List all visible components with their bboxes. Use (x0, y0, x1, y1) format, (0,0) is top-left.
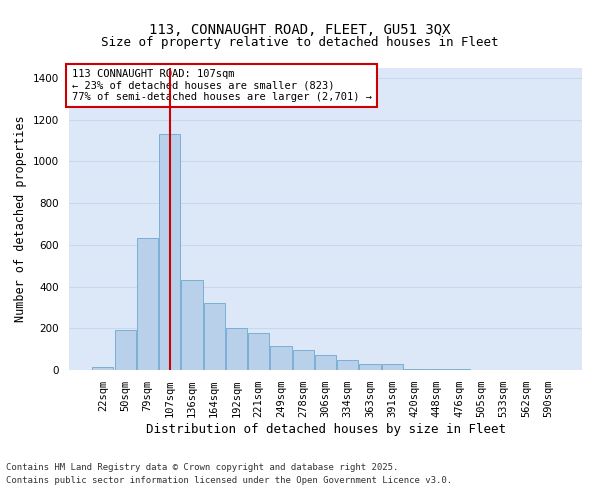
Bar (181, 280, 203, 370)
Bar (293, 350, 314, 370)
Text: 113 CONNAUGHT ROAD: 107sqm
← 23% of detached houses are smaller (823)
77% of sem: 113 CONNAUGHT ROAD: 107sqm ← 23% of deta… (71, 69, 371, 102)
Text: 113, CONNAUGHT ROAD, FLEET, GU51 3QX: 113, CONNAUGHT ROAD, FLEET, GU51 3QX (149, 22, 451, 36)
Bar (448, 369, 470, 370)
Bar (337, 360, 358, 370)
Bar (226, 328, 247, 370)
X-axis label: Distribution of detached houses by size in Fleet: Distribution of detached houses by size … (146, 423, 505, 436)
Bar (137, 238, 158, 370)
Bar (315, 356, 336, 370)
Bar (203, 303, 225, 370)
Bar (248, 334, 269, 370)
Bar (426, 369, 448, 370)
Bar (92, 367, 113, 370)
Y-axis label: Number of detached properties: Number of detached properties (14, 116, 28, 322)
Bar (359, 364, 380, 370)
Bar (404, 369, 425, 370)
Text: Size of property relative to detached houses in Fleet: Size of property relative to detached ho… (101, 36, 499, 49)
Bar (159, 134, 180, 370)
Bar (271, 346, 292, 370)
Bar (115, 330, 136, 370)
Bar (382, 364, 403, 370)
Text: Contains HM Land Registry data © Crown copyright and database right 2025.: Contains HM Land Registry data © Crown c… (6, 462, 398, 471)
Text: Contains public sector information licensed under the Open Government Licence v3: Contains public sector information licen… (6, 476, 452, 485)
